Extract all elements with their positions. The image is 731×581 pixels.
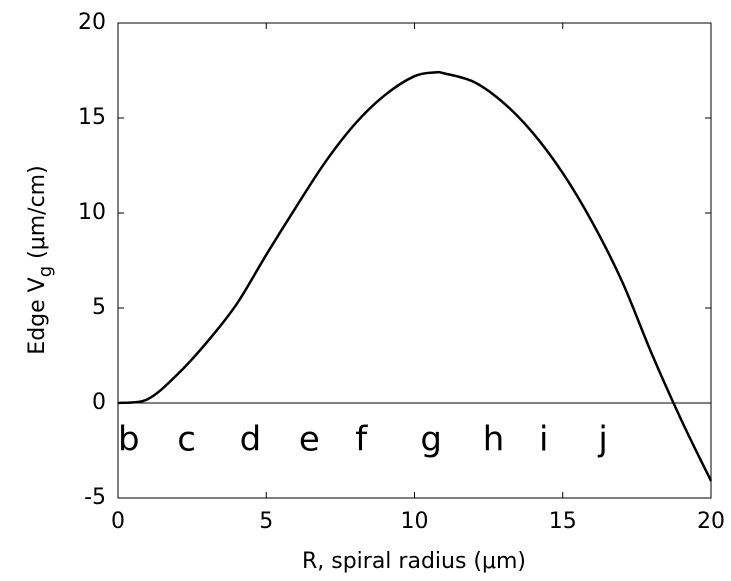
y-label-sub: g [35, 266, 56, 277]
y-label-part: (μm/cm) [25, 165, 50, 266]
annotation: j [597, 420, 607, 460]
x-tick-label: 0 [111, 509, 125, 534]
annotation: h [483, 420, 505, 460]
y-axis-label: Edge Vg (μm/cm) [25, 165, 56, 354]
y-tick-label: 5 [92, 295, 106, 320]
y-label-part: Edge V [25, 277, 50, 354]
y-tick-label: 15 [78, 105, 106, 130]
annotation: f [355, 420, 368, 460]
annotation: c [177, 420, 196, 460]
y-tick-label: -5 [84, 485, 106, 510]
x-tick-label: 10 [401, 509, 429, 534]
annotation: g [420, 420, 442, 460]
y-tick-label: 10 [78, 200, 106, 225]
annotation: i [539, 420, 548, 460]
x-tick-label: 20 [697, 509, 725, 534]
plot-frame [117, 22, 712, 499]
annotation: b [118, 420, 140, 460]
annotation: e [299, 420, 320, 460]
y-tick-label: 20 [78, 10, 106, 35]
x-tick-label: 15 [549, 509, 577, 534]
x-axis-label: R, spiral radius (μm) [302, 549, 526, 574]
x-tick-label: 5 [259, 509, 273, 534]
annotation: d [240, 420, 262, 460]
line [117, 70, 713, 482]
y-tick-label: 0 [92, 390, 106, 415]
